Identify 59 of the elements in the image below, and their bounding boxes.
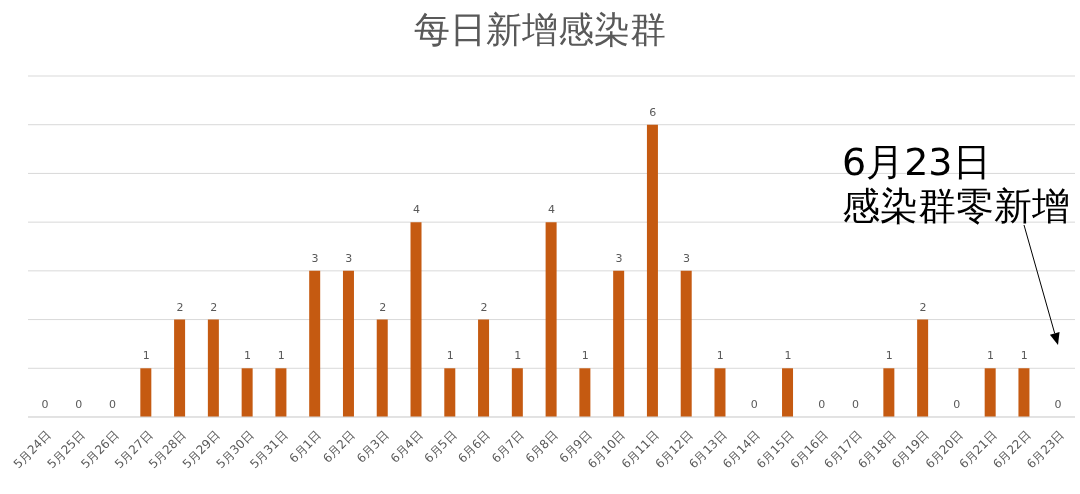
x-tick-label: 6月7日	[489, 428, 527, 466]
data-label: 3	[311, 251, 319, 265]
bar	[680, 270, 692, 417]
bar	[410, 222, 422, 417]
data-label: 0	[953, 398, 961, 411]
data-label: 1	[987, 349, 995, 363]
data-label: 0	[41, 398, 49, 411]
bar	[376, 319, 388, 417]
bar	[646, 124, 658, 417]
bar	[478, 319, 490, 417]
bar	[275, 368, 287, 417]
data-label: 1	[514, 349, 522, 363]
data-label: 1	[1020, 349, 1028, 363]
bar	[917, 319, 929, 417]
data-label: 4	[412, 203, 420, 217]
bar	[140, 368, 152, 417]
data-label: 0	[818, 398, 826, 411]
data-label: 1	[716, 349, 724, 363]
data-label: 1	[277, 349, 285, 363]
chart-title: 每日新增感染群	[414, 9, 666, 50]
data-label: 1	[784, 349, 792, 363]
data-label: 4	[548, 203, 555, 217]
data-label: 0	[1054, 398, 1062, 411]
bar	[309, 270, 321, 417]
bar	[444, 368, 456, 417]
data-label: 1	[446, 349, 454, 363]
data-label: 1	[142, 349, 150, 363]
bar	[174, 319, 186, 417]
x-tick-label: 6月2日	[320, 428, 358, 466]
data-label: 1	[244, 349, 252, 363]
data-label: 2	[480, 300, 488, 314]
bar	[613, 270, 625, 417]
bar	[342, 270, 354, 417]
bar	[984, 368, 996, 417]
bar	[545, 222, 557, 417]
bar	[579, 368, 591, 417]
bar	[883, 368, 895, 417]
data-label: 0	[75, 398, 83, 411]
data-label: 0	[108, 398, 116, 411]
bar	[714, 368, 726, 417]
data-label: 0	[750, 398, 758, 411]
data-label: 3	[615, 251, 623, 265]
data-label: 3	[345, 251, 353, 265]
bar	[207, 319, 219, 417]
data-label: 3	[683, 251, 691, 265]
bar	[782, 368, 794, 417]
annotation: 感染群零新增	[842, 184, 1070, 228]
data-label: 2	[176, 300, 184, 314]
data-label: 1	[885, 349, 893, 363]
bar	[241, 368, 253, 417]
data-label: 2	[379, 300, 387, 314]
data-label: 6	[649, 105, 657, 119]
bar	[511, 368, 523, 417]
bar	[1018, 368, 1030, 417]
data-label: 2	[210, 300, 218, 314]
data-label: 1	[581, 349, 589, 363]
annotation: 6月23日	[842, 140, 991, 184]
data-label: 2	[919, 300, 927, 314]
data-label: 0	[851, 398, 859, 411]
